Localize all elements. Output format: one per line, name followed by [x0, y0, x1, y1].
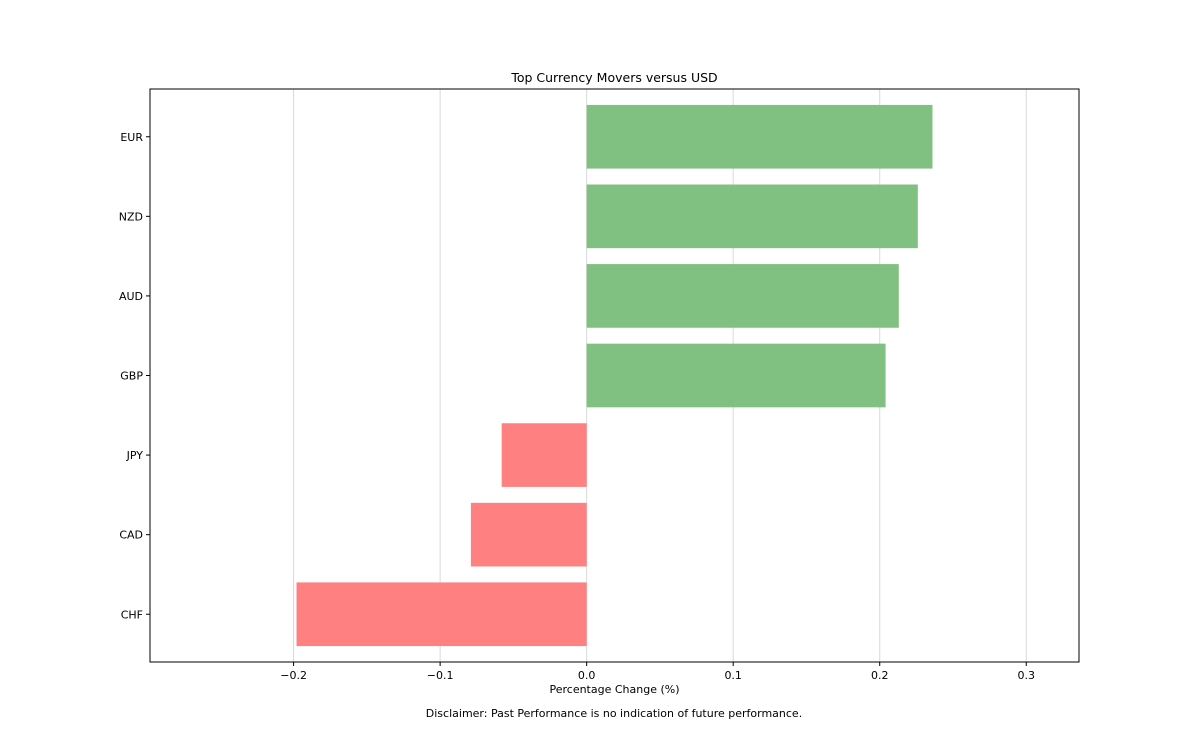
- bar-gbp: [586, 343, 886, 408]
- x-tick-label: 0.3: [1017, 669, 1035, 682]
- x-tick-label: −0.1: [427, 669, 454, 682]
- x-axis-label: Percentage Change (%): [549, 683, 679, 696]
- x-tick-label: −0.2: [280, 669, 307, 682]
- chart-title: Top Currency Movers versus USD: [510, 70, 717, 85]
- disclaimer: Disclaimer: Past Performance is no indic…: [426, 707, 802, 720]
- y-tick-label: CAD: [119, 529, 143, 542]
- x-tick-label: 0.0: [578, 669, 596, 682]
- y-tick-label: GBP: [120, 370, 143, 383]
- y-tick-label: NZD: [119, 210, 143, 223]
- y-tick-label: CHF: [121, 608, 143, 621]
- bar-cad: [470, 502, 587, 567]
- bar-jpy: [501, 423, 587, 487]
- bars: [296, 104, 933, 647]
- y-tick-label: JPY: [126, 449, 144, 462]
- x-tick-label: 0.2: [871, 669, 889, 682]
- bar-nzd: [586, 184, 918, 249]
- bar-aud: [586, 264, 899, 328]
- bar-chf: [296, 582, 587, 647]
- axis-ticks: −0.2 −0.1 0.0 0.1 0.2 0.3 EUR NZD AUD GBP JPY CAD CH…: [119, 131, 1035, 682]
- bar-eur: [586, 104, 933, 169]
- y-tick-label: EUR: [120, 131, 143, 144]
- x-tick-label: 0.1: [724, 669, 742, 682]
- y-tick-label: AUD: [119, 290, 143, 303]
